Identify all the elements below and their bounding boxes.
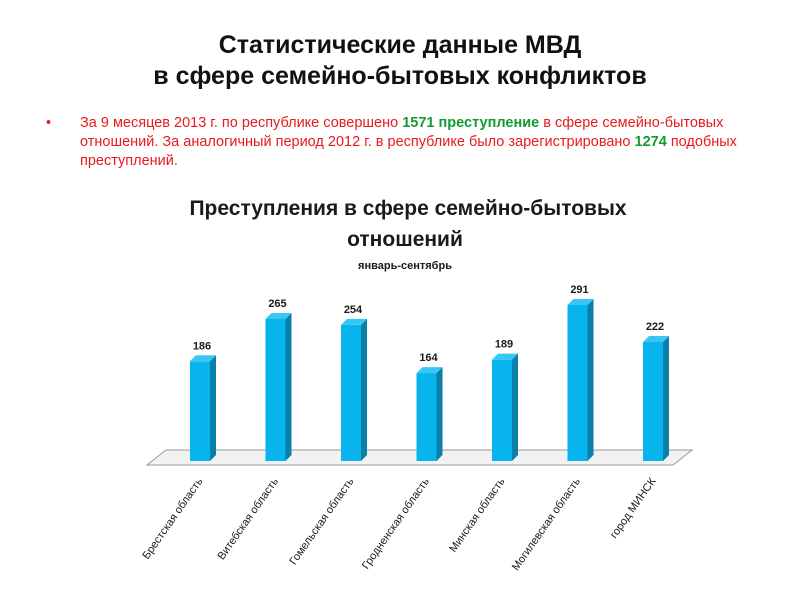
x-tick-label-7: город МИНСК [608, 475, 659, 540]
bar-top-1 [190, 355, 216, 362]
bar-side-4 [436, 367, 443, 461]
x-tick-label-6: Могилевская область [510, 476, 583, 573]
bar-top-4 [416, 367, 443, 374]
chart-x-labels: Брестская область Витебская область Гомель… [140, 475, 658, 573]
bar-side-3 [361, 318, 367, 461]
bar-top-2 [265, 312, 292, 319]
data-label-3: 254 [344, 304, 363, 316]
bullet-text-part-3: подобных преступлений. [80, 134, 737, 169]
bullet-text: За 9 месяцев 2013 г. по республике совер… [80, 114, 760, 171]
chart-title-line-2: отношений [347, 228, 463, 251]
data-label-1: 186 [193, 340, 211, 352]
bullet-highlight-2: 1274 [634, 134, 667, 150]
chart-subtitle: январь-сентябрь [358, 260, 452, 272]
bar-6 [567, 305, 588, 461]
bar-top-6 [567, 299, 594, 305]
bullet-text-part-2: в сфере семейно-бытовых отношений. За ан… [80, 115, 724, 150]
bar-side-2 [285, 312, 292, 461]
x-tick-label-1: Брестская область [140, 476, 205, 562]
bar-2 [265, 318, 286, 461]
data-label-5: 189 [495, 339, 513, 351]
bar-top-7 [643, 335, 669, 342]
bar-top-3 [341, 318, 367, 325]
bar-7 [643, 341, 663, 461]
bar-side-1 [210, 355, 216, 461]
page-title-line-1: Статистические данные МВД [218, 31, 582, 59]
page-title: Статистические данные МВД в сфере семейн… [0, 30, 800, 92]
bullet-icon: • [46, 115, 52, 131]
bar-side-7 [663, 335, 669, 461]
bar-top-5 [492, 353, 518, 360]
bar-side-5 [512, 353, 518, 461]
page-title-line-2: в сфере семейно-бытовых конфликтов [153, 62, 647, 90]
chart-bars: 186 265 254 164 189 291 222 [190, 284, 669, 461]
x-tick-label-2: Витебская область [215, 476, 281, 563]
bar-4 [416, 373, 437, 461]
data-label-7: 222 [646, 321, 664, 333]
x-tick-label-3: Гомельская область [287, 476, 356, 568]
x-tick-label-5: Минская область [447, 476, 507, 555]
bullet-text-part-1: За 9 месяцев 2013 г. по республике совер… [80, 115, 403, 131]
data-label-6: 291 [570, 284, 588, 296]
bar-1 [190, 361, 210, 461]
data-label-4: 164 [419, 352, 438, 364]
bar-chart: Преступления в сфере семейно-бытовых отн… [140, 197, 694, 573]
bullet-highlight-1: 1571 преступление [402, 115, 540, 131]
x-tick-label-4: Гродненская область [360, 476, 432, 572]
bar-side-6 [587, 299, 594, 461]
chart-title-line-1: Преступления в сфере семейно-бытовых [189, 197, 626, 220]
bar-5 [492, 359, 512, 461]
data-label-2: 265 [268, 298, 286, 310]
bar-3 [341, 324, 361, 461]
